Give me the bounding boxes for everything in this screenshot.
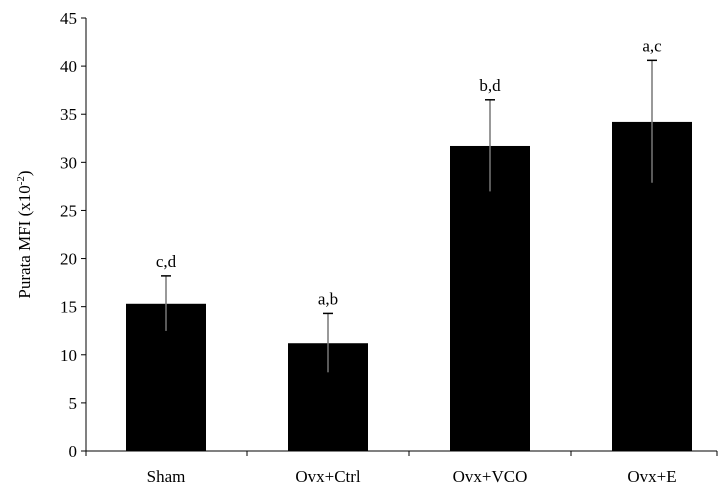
y-tick-label: 10 xyxy=(60,346,77,365)
category-label: Ovx+Ctrl xyxy=(295,467,361,486)
error-bars xyxy=(161,59,657,374)
significance-label: c,d xyxy=(156,252,177,271)
significance-label: a,b xyxy=(318,289,338,308)
y-tick-label: 5 xyxy=(69,394,78,413)
y-tick-label: 15 xyxy=(60,298,77,317)
category-labels: Sham Ovx+Ctrl Ovx+VCO Ovx+E xyxy=(147,467,677,486)
significance-label: a,c xyxy=(642,36,662,55)
significance-labels: c,d a,b b,d a,c xyxy=(156,36,662,308)
y-axis-title-superscript: -2 xyxy=(15,176,27,185)
y-tick-label: 40 xyxy=(60,57,77,76)
category-label: Ovx+E xyxy=(627,467,676,486)
y-tick-label: 25 xyxy=(60,201,77,220)
bars xyxy=(126,121,692,452)
y-axis-title: Purata MFI (x10-2) xyxy=(15,170,34,298)
y-axis-title-main: Purata MFI (x10 xyxy=(15,185,34,298)
significance-label: b,d xyxy=(479,76,501,95)
y-tick-label: 35 xyxy=(60,105,77,124)
bar xyxy=(450,145,530,451)
y-tick-label: 20 xyxy=(60,250,77,269)
y-axis-ticks: 0 5 10 15 20 25 30 35 40 45 xyxy=(60,9,718,461)
category-label: Sham xyxy=(147,467,186,486)
y-tick-label: 0 xyxy=(69,442,78,461)
y-tick-label: 45 xyxy=(60,9,77,28)
y-tick-label: 30 xyxy=(60,153,77,172)
y-axis-title-suffix: ) xyxy=(15,170,34,176)
category-label: Ovx+VCO xyxy=(453,467,528,486)
